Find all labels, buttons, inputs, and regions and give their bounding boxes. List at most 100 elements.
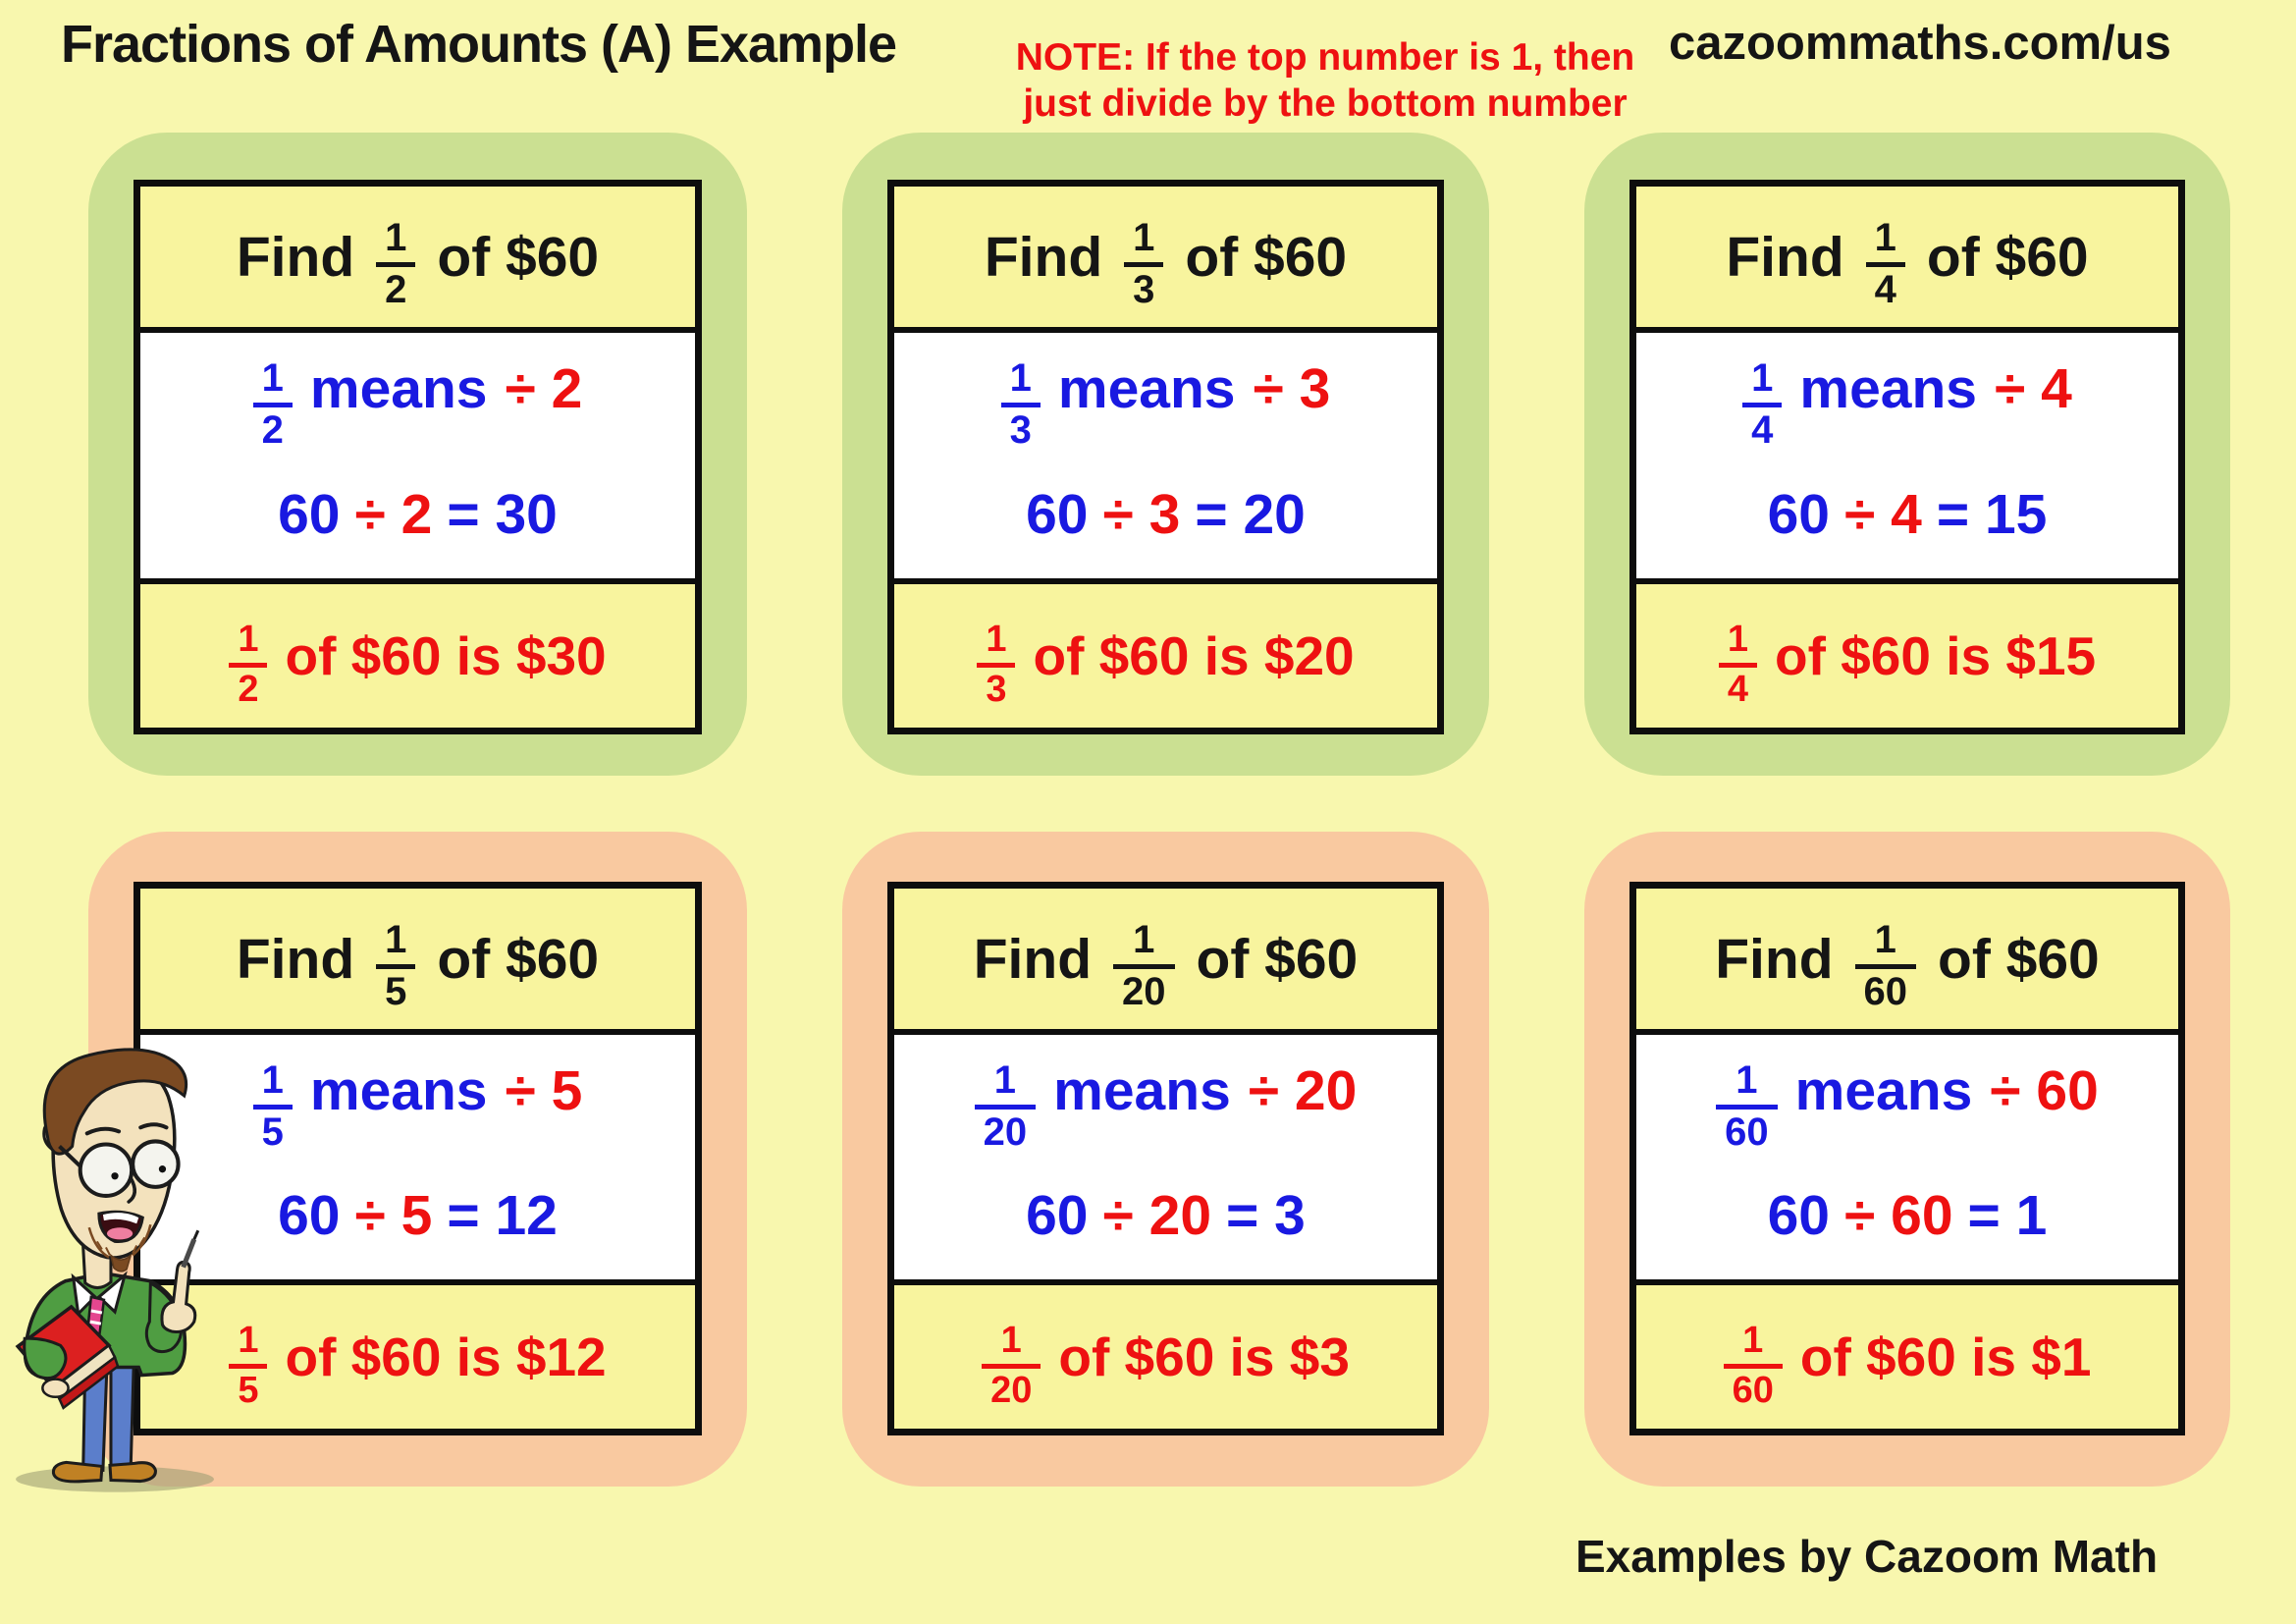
- means-label: means: [1799, 357, 1978, 421]
- fraction-numerator: 1: [376, 218, 416, 267]
- means-line: 1 60 means ÷ 60: [1716, 1045, 2099, 1152]
- card: Find 1 60 of $60 1 60 means ÷ 60 60 ÷ 60 =…: [1629, 882, 2185, 1435]
- result-text: of $60 is $1: [1799, 1326, 2092, 1388]
- equation-result: = 15: [1936, 483, 2048, 546]
- equation-result: = 12: [447, 1184, 558, 1248]
- fraction-numerator: 1: [1716, 1060, 1778, 1110]
- fraction-numerator: 1: [1113, 919, 1175, 969]
- result-text: of $60 is $20: [1033, 625, 1355, 686]
- fraction-denominator: 2: [385, 267, 407, 311]
- fraction-numerator: 1: [1124, 218, 1164, 267]
- amount-label: of $60: [1185, 225, 1348, 289]
- fraction-numerator: 1: [1742, 358, 1783, 408]
- fraction: 1 20: [982, 1322, 1041, 1410]
- note-text: NOTE: If the top number is 1, then just …: [1001, 35, 1649, 128]
- equation-operator: ÷ 4: [1844, 483, 1922, 546]
- equation: 60 ÷ 5 = 12: [278, 1183, 558, 1248]
- fraction-denominator: 3: [986, 669, 1007, 710]
- amount-label: of $60: [1938, 927, 2100, 991]
- result-text: of $60 is $12: [285, 1326, 607, 1388]
- card-header: Find 1 60 of $60: [1636, 889, 2178, 1035]
- fraction: 1 60: [1854, 919, 1917, 1013]
- equation-result: = 20: [1195, 483, 1306, 546]
- equation-lhs: 60: [1026, 483, 1089, 546]
- hair: [42, 1048, 188, 1156]
- result-text: of $60 is $15: [1774, 625, 2097, 686]
- fraction-denominator: 4: [1874, 267, 1896, 311]
- means-label: means: [1053, 1058, 1231, 1122]
- card-answer: 1 20 of $60 is $3: [894, 1279, 1437, 1429]
- fraction-numerator: 1: [982, 1322, 1041, 1370]
- fraction: 1 60: [1716, 1060, 1778, 1153]
- equation-operator: ÷ 3: [1102, 483, 1181, 546]
- equation-lhs: 60: [278, 483, 341, 546]
- website-url: cazoommaths.com/us: [1669, 17, 2171, 70]
- equation-operator: ÷ 20: [1102, 1184, 1212, 1248]
- fraction-numerator: 1: [1718, 621, 1757, 668]
- card-working: 1 60 means ÷ 60 60 ÷ 60 = 1: [1636, 1035, 2178, 1280]
- divide-by-label: ÷ 20: [1248, 1058, 1358, 1122]
- fraction-numerator: 1: [977, 621, 1016, 668]
- find-label: Find: [973, 927, 1093, 991]
- equation-operator: ÷ 60: [1844, 1184, 1953, 1248]
- fraction-numerator: 1: [252, 1060, 293, 1110]
- divide-by-label: ÷ 5: [505, 1058, 583, 1122]
- amount-label: of $60: [437, 225, 600, 289]
- fraction-denominator: 4: [1727, 669, 1748, 710]
- means-label: means: [309, 357, 488, 421]
- fraction: 1 20: [974, 1060, 1037, 1154]
- fraction-numerator: 1: [229, 1322, 268, 1370]
- equation: 60 ÷ 20 = 3: [1026, 1183, 1306, 1248]
- card: Find 1 20 of $60 1 20 means ÷ 20 60 ÷ 20 =…: [887, 882, 1444, 1435]
- glasses-right-lens: [131, 1139, 181, 1189]
- divide-by-label: ÷ 2: [505, 357, 583, 421]
- fraction: 1 60: [1723, 1322, 1783, 1410]
- note-line-1: NOTE: If the top number is 1, then: [1015, 36, 1635, 79]
- find-label: Find: [1726, 225, 1844, 289]
- fraction-denominator: 2: [261, 408, 284, 453]
- fraction-denominator: 20: [983, 1110, 1028, 1154]
- equation-operator: ÷ 5: [354, 1184, 433, 1248]
- fraction-denominator: 20: [990, 1370, 1033, 1412]
- equation-lhs: 60: [278, 1184, 341, 1248]
- fraction-numerator: 1: [1000, 358, 1041, 408]
- divide-by-label: ÷ 60: [1990, 1058, 2099, 1122]
- fraction-numerator: 1: [1854, 919, 1917, 969]
- means-label: means: [1794, 1058, 1973, 1122]
- result-text: of $60 is $3: [1058, 1326, 1350, 1388]
- equation-result: = 30: [447, 483, 558, 546]
- fraction-denominator: 20: [1122, 969, 1166, 1013]
- fraction-numerator: 1: [1865, 218, 1905, 267]
- fraction-denominator: 60: [1863, 969, 1908, 1013]
- equation: 60 ÷ 60 = 1: [1768, 1183, 2048, 1248]
- example-card-twentieth: Find 1 20 of $60 1 20 means ÷ 20 60 ÷ 20 =…: [842, 832, 1489, 1487]
- equation: 60 ÷ 4 = 15: [1768, 482, 2048, 547]
- page-title: Fractions of Amounts (A) Example: [61, 15, 897, 74]
- result-text: of $60 is $30: [285, 625, 607, 686]
- equation: 60 ÷ 2 = 30: [278, 482, 558, 547]
- fraction-numerator: 1: [1723, 1322, 1783, 1370]
- fraction-denominator: 3: [1133, 267, 1155, 311]
- find-label: Find: [984, 225, 1103, 289]
- fraction-denominator: 3: [1009, 408, 1032, 453]
- fraction-denominator: 2: [238, 669, 259, 710]
